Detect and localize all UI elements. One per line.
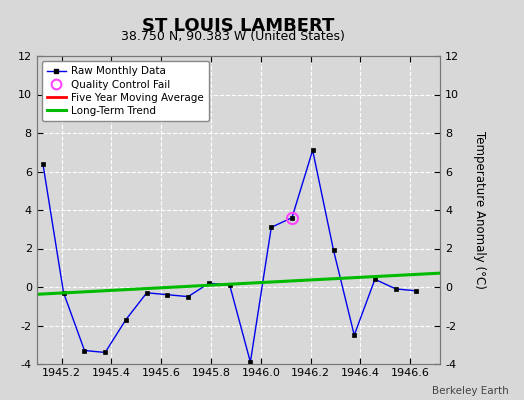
Legend: Raw Monthly Data, Quality Control Fail, Five Year Moving Average, Long-Term Tren: Raw Monthly Data, Quality Control Fail, … xyxy=(42,61,209,121)
Title: ST LOUIS LAMBERT: ST LOUIS LAMBERT xyxy=(142,17,335,35)
Text: Berkeley Earth: Berkeley Earth xyxy=(432,386,508,396)
Text: 38.750 N, 90.383 W (United States): 38.750 N, 90.383 W (United States) xyxy=(121,30,345,43)
Y-axis label: Temperature Anomaly (°C): Temperature Anomaly (°C) xyxy=(473,131,486,289)
